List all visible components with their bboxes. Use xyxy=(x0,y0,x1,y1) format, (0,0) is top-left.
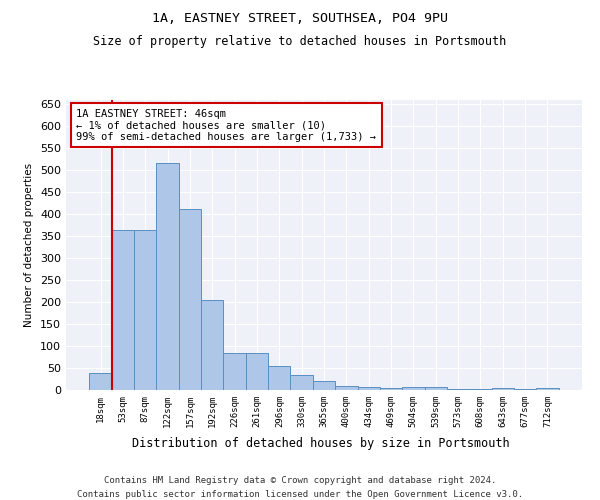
Bar xyxy=(157,163,179,390)
Bar xyxy=(134,230,157,390)
Bar xyxy=(290,374,313,390)
Bar xyxy=(380,388,402,390)
Bar xyxy=(89,374,112,390)
Text: Distribution of detached houses by size in Portsmouth: Distribution of detached houses by size … xyxy=(132,438,510,450)
Bar xyxy=(425,387,447,390)
Bar xyxy=(536,388,559,390)
Text: 1A EASTNEY STREET: 46sqm
← 1% of detached houses are smaller (10)
99% of semi-de: 1A EASTNEY STREET: 46sqm ← 1% of detache… xyxy=(76,108,376,142)
Y-axis label: Number of detached properties: Number of detached properties xyxy=(25,163,34,327)
Bar xyxy=(268,366,290,390)
Bar xyxy=(514,389,536,390)
Text: 1A, EASTNEY STREET, SOUTHSEA, PO4 9PU: 1A, EASTNEY STREET, SOUTHSEA, PO4 9PU xyxy=(152,12,448,26)
Bar xyxy=(313,381,335,390)
Bar xyxy=(201,300,223,390)
Bar xyxy=(112,230,134,390)
Bar xyxy=(335,386,358,390)
Text: Contains public sector information licensed under the Open Government Licence v3: Contains public sector information licen… xyxy=(77,490,523,499)
Bar xyxy=(179,210,201,390)
Bar xyxy=(246,353,268,390)
Text: Contains HM Land Registry data © Crown copyright and database right 2024.: Contains HM Land Registry data © Crown c… xyxy=(104,476,496,485)
Text: Size of property relative to detached houses in Portsmouth: Size of property relative to detached ho… xyxy=(94,35,506,48)
Bar xyxy=(223,353,246,390)
Bar xyxy=(358,387,380,390)
Bar xyxy=(491,388,514,390)
Bar xyxy=(469,389,491,390)
Bar xyxy=(402,387,425,390)
Bar xyxy=(447,389,469,390)
